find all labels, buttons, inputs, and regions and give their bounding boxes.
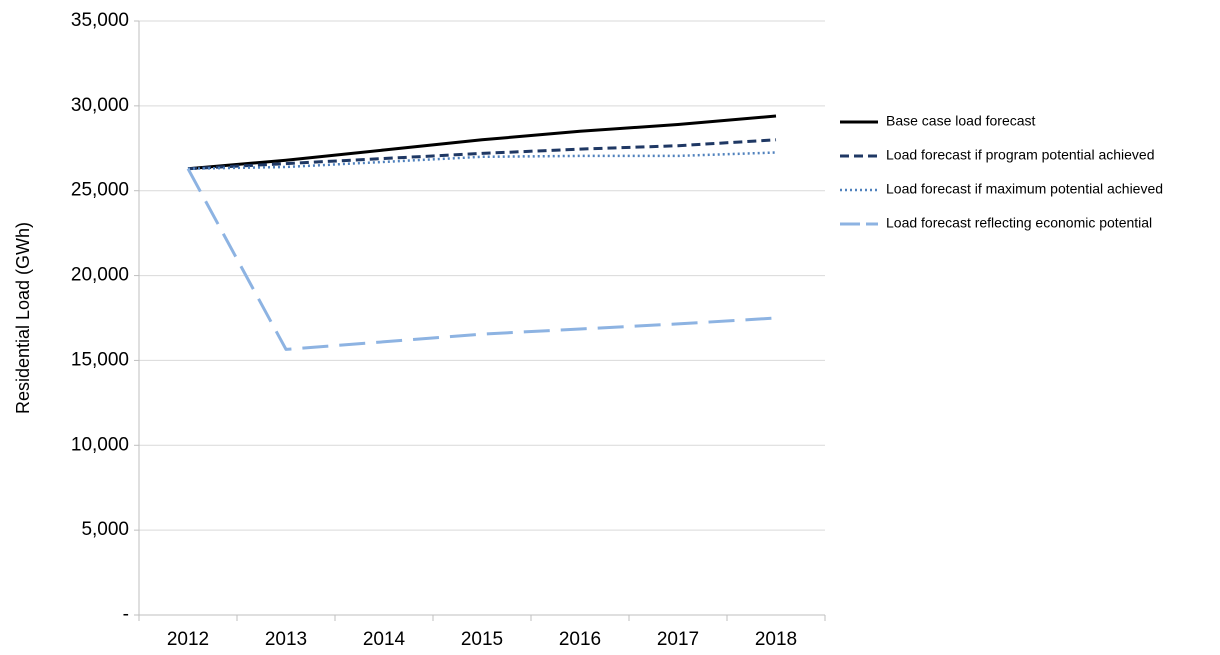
gridlines	[139, 20, 825, 531]
y-tick-label: -	[123, 604, 129, 625]
x-tick-label: 2015	[461, 629, 503, 650]
x-tick-label: 2013	[265, 629, 307, 650]
axes	[134, 20, 826, 621]
y-axis-label: Residential Load (GWh)	[13, 222, 33, 414]
x-tick-label: 2016	[559, 629, 601, 650]
legend: Base case load forecast Load forecast if …	[840, 113, 1163, 231]
series-lines	[186, 114, 777, 351]
x-tick-labels: 2012 2013 2014 2015 2016 2017 2018	[167, 629, 797, 650]
series-line	[187, 138, 777, 171]
legend-label: Load forecast reflecting economic potent…	[886, 215, 1152, 231]
series-line	[186, 167, 777, 351]
legend-label: Load forecast if program potential achie…	[886, 147, 1155, 163]
y-tick-label: 15,000	[71, 349, 129, 370]
y-tick-label: 25,000	[71, 180, 129, 201]
y-tick-label: 10,000	[71, 434, 129, 455]
x-tick-label: 2017	[657, 629, 699, 650]
y-tick-label: 35,000	[71, 10, 129, 31]
series-line	[187, 151, 777, 170]
legend-label: Base case load forecast	[886, 113, 1036, 129]
x-tick-label: 2014	[363, 629, 406, 650]
y-tick-label: 30,000	[71, 95, 129, 116]
y-tick-label: 5,000	[81, 519, 129, 540]
y-tick-label: 20,000	[71, 265, 129, 286]
legend-label: Load forecast if maximum potential achie…	[886, 181, 1163, 197]
x-tick-label: 2018	[755, 629, 797, 650]
series-line	[187, 114, 777, 171]
x-tick-label: 2012	[167, 629, 209, 650]
y-tick-labels: - 5,000 10,000 15,000 20,000 25,000 30,000 35,0…	[71, 10, 129, 625]
